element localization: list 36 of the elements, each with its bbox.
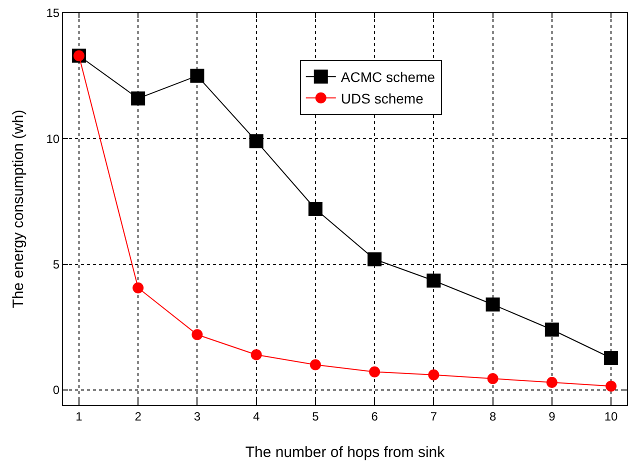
point bbox=[192, 329, 203, 340]
point bbox=[606, 380, 617, 392]
legend-label: UDS scheme bbox=[340, 90, 424, 106]
x-tick-label: 2 bbox=[134, 409, 142, 424]
point bbox=[310, 359, 321, 370]
y-tick-label: 5 bbox=[52, 257, 60, 272]
point bbox=[486, 297, 500, 312]
point bbox=[190, 68, 204, 83]
legend-label: ACMC scheme bbox=[340, 69, 436, 86]
point bbox=[428, 369, 440, 380]
point bbox=[369, 366, 380, 378]
x-tick-label: 4 bbox=[252, 409, 260, 424]
point bbox=[308, 202, 322, 216]
point bbox=[544, 322, 559, 337]
x-tick-label: 7 bbox=[430, 409, 438, 424]
y-tick-label: 15 bbox=[46, 6, 60, 20]
point bbox=[426, 274, 441, 288]
y-axis-title: The energy consumption (wh) bbox=[10, 110, 27, 308]
point bbox=[131, 91, 146, 106]
x-tick-label: 3 bbox=[194, 409, 201, 424]
point bbox=[546, 376, 558, 388]
point bbox=[132, 282, 144, 294]
y-tick-label: 10 bbox=[46, 132, 60, 146]
point bbox=[487, 373, 498, 384]
x-tick-label: 5 bbox=[312, 409, 320, 424]
x-axis-title: The number of hops from sink bbox=[245, 444, 446, 461]
x-tick-label: 8 bbox=[489, 409, 496, 424]
point bbox=[250, 349, 262, 360]
y-tick-label: 0 bbox=[52, 383, 60, 398]
point bbox=[249, 134, 264, 148]
x-tick-label: 10 bbox=[604, 409, 618, 424]
x-tick-label: 6 bbox=[371, 409, 378, 424]
x-tick-label: 9 bbox=[548, 409, 556, 424]
point bbox=[368, 252, 382, 266]
x-tick-label: 1 bbox=[76, 409, 83, 424]
point bbox=[604, 351, 618, 366]
